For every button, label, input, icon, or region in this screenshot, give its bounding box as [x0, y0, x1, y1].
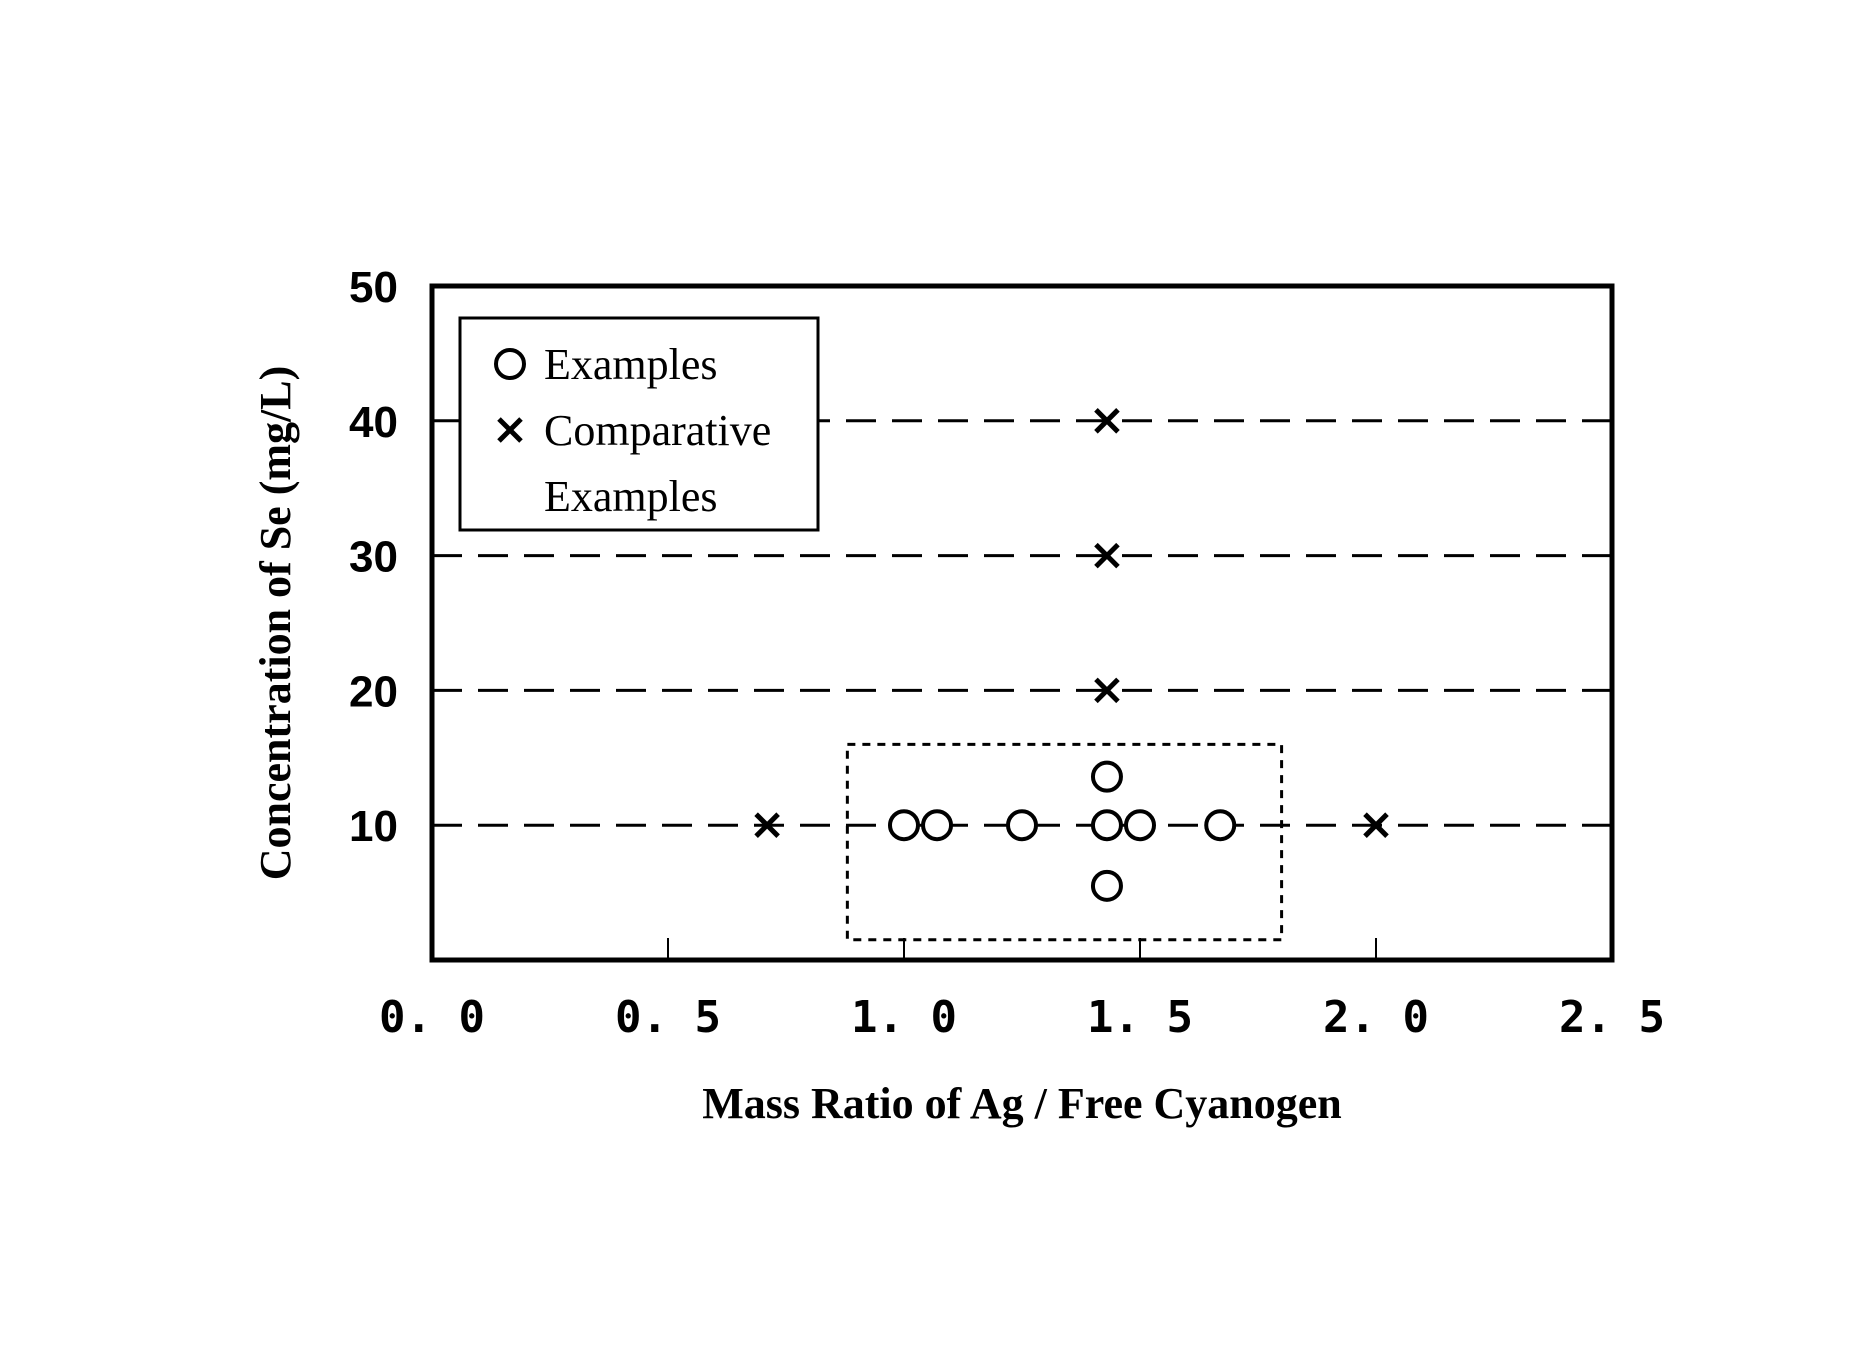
- y-tick-label-0: 10: [349, 802, 398, 851]
- x-axis-label: Mass Ratio of Ag / Free Cyanogen: [702, 1079, 1342, 1128]
- example-point-0: [890, 811, 918, 839]
- example-point-6: [1093, 763, 1121, 791]
- legend-label-1-1: Examples: [544, 472, 718, 521]
- example-point-1: [923, 811, 951, 839]
- x-tick-label-0: 0. 0: [379, 992, 485, 1043]
- legend-circle-marker: [496, 350, 524, 378]
- example-point-2: [1008, 811, 1036, 839]
- y-tick-label-4: 50: [349, 263, 398, 312]
- legend-label-0-0: Examples: [544, 340, 718, 389]
- y-tick-label-3: 40: [349, 398, 398, 447]
- x-tick-label-3: 1. 5: [1087, 992, 1193, 1043]
- y-tick-label-2: 30: [349, 533, 398, 582]
- example-point-5: [1206, 811, 1234, 839]
- example-point-4: [1126, 811, 1154, 839]
- x-tick-label-2: 1. 0: [851, 992, 957, 1043]
- legend-label-1-0: Comparative: [544, 406, 771, 455]
- x-tick-label-1: 0. 5: [615, 992, 721, 1043]
- y-axis-label: Concentration of Se (mg/L): [251, 366, 300, 881]
- y-tick-label-1: 20: [349, 667, 398, 716]
- example-point-7: [1093, 872, 1121, 900]
- x-tick-label-4: 2. 0: [1323, 992, 1429, 1043]
- x-tick-label-5: 2. 5: [1559, 992, 1665, 1043]
- example-point-3: [1093, 811, 1121, 839]
